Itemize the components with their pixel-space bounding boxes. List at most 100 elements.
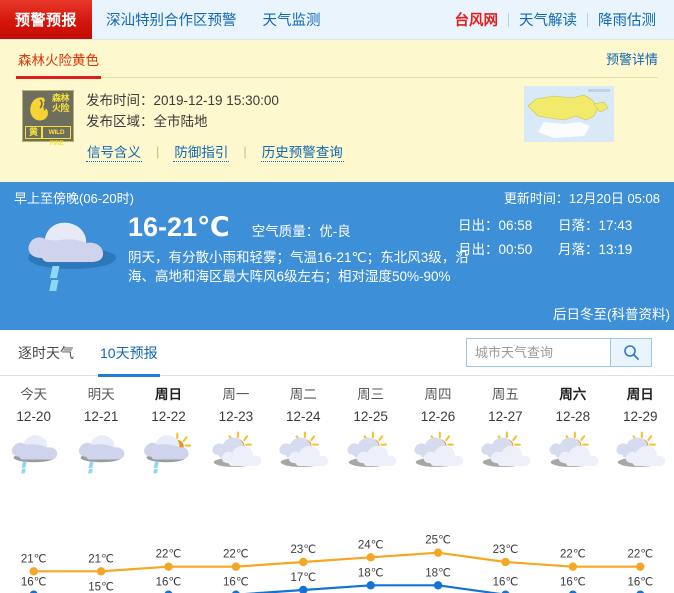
svg-text:16℃: 16℃ <box>156 577 182 589</box>
forecast-day-column[interactable]: 明天 12-21 <box>67 384 134 476</box>
tab-ten-day-forecast[interactable]: 10天预报 <box>98 330 160 377</box>
search-icon <box>623 345 639 360</box>
nav-item-rain-estimation[interactable]: 降雨估测 <box>598 13 656 29</box>
summary-update-time: 更新时间：12月20日 05:08 <box>503 191 660 206</box>
forecast-weekday: 周一 <box>222 387 250 402</box>
moonset-time: 月落：13:19 <box>558 242 633 257</box>
svg-text:16℃: 16℃ <box>223 577 249 589</box>
temperature-trend-chart: 21℃ 21℃ 22℃ 22℃ 23℃ 24℃ 25℃ 23℃ 22℃ 22℃ 16℃ 15℃ 16℃ 1… <box>0 524 674 593</box>
tab-hourly-weather[interactable]: 逐时天气 <box>18 344 74 361</box>
svg-text:23℃: 23℃ <box>290 544 316 556</box>
forecast-weekday: 周日 <box>626 387 654 402</box>
forecast-weekday: 周四 <box>424 387 452 402</box>
forecast-weekday: 周五 <box>491 387 519 402</box>
issue-time-label: 发布时间： <box>86 93 154 108</box>
svg-text:23℃: 23℃ <box>493 544 519 556</box>
nav-item-warning-forecast[interactable]: 预警预报 <box>0 0 92 39</box>
svg-text:22℃: 22℃ <box>223 549 249 561</box>
forecast-date: 12-23 <box>218 409 254 424</box>
warning-tab-row: 森林火险黄色 预警详情 <box>16 40 658 79</box>
link-history-warning-query[interactable]: 历史预警查询 <box>260 141 344 162</box>
svg-text:16℃: 16℃ <box>493 577 519 589</box>
link-signal-meaning[interactable]: 信号含义 <box>86 141 142 162</box>
sun-cloud-icon <box>607 428 674 476</box>
summary-description: 阴天，有分散小雨和轻雾；气温16-21℃；东北风3级，沿海、高地和海区最大阵风6… <box>128 250 469 284</box>
svg-text:18℃: 18℃ <box>425 567 451 579</box>
badge-english-label: WILD FIRE <box>42 126 71 147</box>
search-input[interactable] <box>466 338 610 367</box>
city-search <box>466 338 652 367</box>
rain-cloud-icon <box>67 428 134 476</box>
area-value: 全市陆地 <box>153 114 208 129</box>
svg-text:24℃: 24℃ <box>358 539 384 551</box>
forecast-day-column[interactable]: 周六 12-28 <box>539 384 606 476</box>
warning-detail-link[interactable]: 预警详情 <box>605 52 658 67</box>
svg-text:22℃: 22℃ <box>560 549 586 561</box>
summary-main-row: 16-21℃ 空气质量：优-良 阴天，有分散小雨和轻雾；气温16-21℃；东北风… <box>14 208 660 294</box>
forecast-weekday: 周六 <box>559 387 587 402</box>
search-button[interactable] <box>610 338 652 367</box>
summary-period: 早上至傍晚(06-20时) <box>14 191 134 206</box>
link-defense-guide[interactable]: 防御指引 <box>173 141 230 162</box>
svg-text:22℃: 22℃ <box>627 549 653 561</box>
forecast-weekday: 今天 <box>20 387 48 402</box>
issue-time-value: 2019-12-19 15:30:00 <box>153 93 279 108</box>
warning-links: 信号含义 | 防御指引 | 历史预警查询 <box>86 141 658 162</box>
map-graphic <box>524 86 614 142</box>
sun-cloud-icon <box>337 428 404 476</box>
forecast-date: 12-27 <box>488 409 523 424</box>
svg-text:15℃: 15℃ <box>88 581 114 593</box>
sun-moon-info: 日出：06:58 日落：17:43 月出：00:50 月落：13:19 <box>458 214 658 262</box>
svg-text:25℃: 25℃ <box>425 535 451 547</box>
weather-summary-panel: 早上至傍晚(06-20时) 更新时间：12月20日 05:08 16-21℃ 空… <box>0 182 674 330</box>
winter-solstice-note[interactable]: 后日冬至(科普资料) <box>553 307 670 322</box>
nav-divider <box>508 12 509 27</box>
forecast-date: 12-20 <box>16 409 51 424</box>
forecast-day-column[interactable]: 周五 12-27 <box>472 384 539 476</box>
forecast-date: 12-26 <box>420 409 456 424</box>
forecast-weekday: 周日 <box>154 387 182 402</box>
nav-item-weather-monitor[interactable]: 天气监测 <box>262 13 321 29</box>
forecast-day-column[interactable]: 周日 12-22 <box>135 384 202 476</box>
badge-title-text: 森林 火险 <box>50 93 71 123</box>
badge-title-top: 森林 <box>51 93 70 103</box>
warning-issue-time: 发布时间：2019-12-19 15:30:00 <box>86 90 658 111</box>
svg-text:16℃: 16℃ <box>560 577 586 589</box>
nav-item-weather-interpretation[interactable]: 天气解读 <box>519 13 577 29</box>
svg-text:16℃: 16℃ <box>627 577 653 589</box>
nav-item-typhoon[interactable]: 台风网 <box>454 13 499 29</box>
forecast-day-column[interactable]: 周日 12-29 <box>607 384 674 476</box>
forecast-day-column[interactable]: 今天 12-20 <box>0 384 67 476</box>
forecast-date: 12-28 <box>555 409 591 424</box>
tab-forest-fire-yellow[interactable]: 森林火险黄色 <box>16 40 101 79</box>
forest-fire-badge-icon: 森林 火险 黄 WILD FIRE <box>22 90 74 147</box>
forecast-day-column[interactable]: 周一 12-23 <box>202 384 269 476</box>
sun-cloud-icon <box>270 428 337 476</box>
sunrise-time: 日出：06:58 <box>458 218 533 233</box>
rain-cloud-icon <box>28 222 116 291</box>
warning-area: 发布区域：全市陆地 <box>86 111 658 132</box>
warning-panel: 森林火险黄色 预警详情 森林 火险 黄 WILD FIRE 发布时间：2019-… <box>0 40 674 182</box>
summary-air-quality: 空气质量：优-良 <box>251 224 351 239</box>
nav-item-shenshan-warning[interactable]: 深汕特别合作区预警 <box>106 13 237 29</box>
sun-cloud-icon <box>404 428 471 476</box>
nav-divider <box>587 12 588 27</box>
svg-text:18℃: 18℃ <box>358 567 384 579</box>
warning-area-map[interactable] <box>524 86 614 142</box>
forecast-date: 12-24 <box>285 409 321 424</box>
forecast-date: 12-22 <box>151 409 186 424</box>
sun-cloud-icon <box>472 428 539 476</box>
nav-right-group: 台风网 天气解读 降雨估测 <box>445 0 667 39</box>
forecast-day-column[interactable]: 周三 12-25 <box>337 384 404 476</box>
nav-left-group: 深汕特别合作区预警 天气监测 <box>92 0 321 39</box>
summary-temp-row: 16-21℃ 空气质量：优-良 <box>128 212 478 243</box>
link-divider: | <box>243 144 247 159</box>
forecast-day-column[interactable]: 周二 12-24 <box>270 384 337 476</box>
svg-text:16℃: 16℃ <box>21 577 47 589</box>
forecast-day-column[interactable]: 周四 12-26 <box>404 384 471 476</box>
svg-text:21℃: 21℃ <box>21 553 47 565</box>
sunrise-sunset-row: 日出：06:58 日落：17:43 <box>458 214 658 238</box>
top-navigation-bar: 预警预报 深汕特别合作区预警 天气监测 台风网 天气解读 降雨估测 <box>0 0 674 40</box>
ten-day-forecast-area: 今天 12-20 明天 12-21 周日 12-22 周一 12-23 周二 12-24 周三 12-… <box>0 376 674 593</box>
forecast-date: 12-29 <box>622 409 658 424</box>
